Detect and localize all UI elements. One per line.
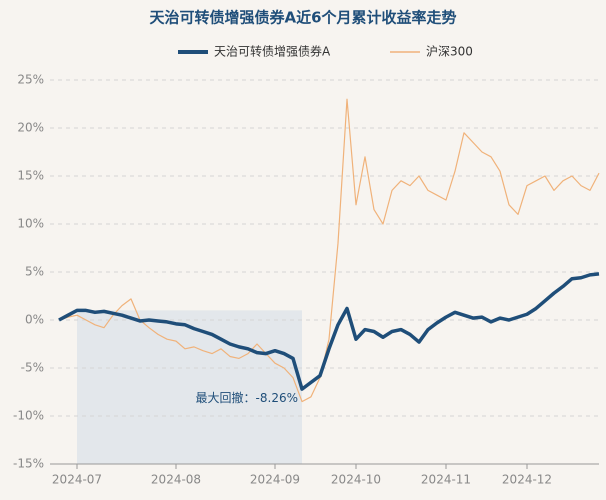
- x-tick-label: 2024-10: [331, 473, 381, 487]
- annotation: 最大回撤：-8.26%: [196, 390, 298, 405]
- y-tick-label: 5%: [25, 265, 44, 279]
- legend-label: 沪深300: [426, 45, 473, 59]
- x-tick-label: 2024-11: [421, 473, 471, 487]
- y-tick-label: 15%: [17, 169, 44, 183]
- x-tick-label: 2024-07: [52, 473, 102, 487]
- drawdown-area: [77, 310, 302, 464]
- x-tick-label: 2024-08: [151, 473, 201, 487]
- y-tick-label: 20%: [17, 121, 44, 135]
- y-tick-label: -5%: [21, 361, 44, 375]
- y-tick-label: 25%: [17, 73, 44, 87]
- y-tick-label: -15%: [13, 457, 44, 471]
- legend-label: 天治可转债增强债券A: [214, 44, 331, 59]
- x-tick-label: 2024-12: [502, 473, 552, 487]
- chart-title: 天治可转债增强债券A近6个月累计收益率走势: [149, 9, 456, 27]
- x-tick-label: 2024-09: [250, 473, 300, 487]
- y-tick-label: 10%: [17, 217, 44, 231]
- y-tick-label: 0%: [25, 313, 44, 327]
- y-tick-label: -10%: [13, 409, 44, 423]
- series-line: [58, 98, 600, 403]
- series-line: [58, 272, 600, 391]
